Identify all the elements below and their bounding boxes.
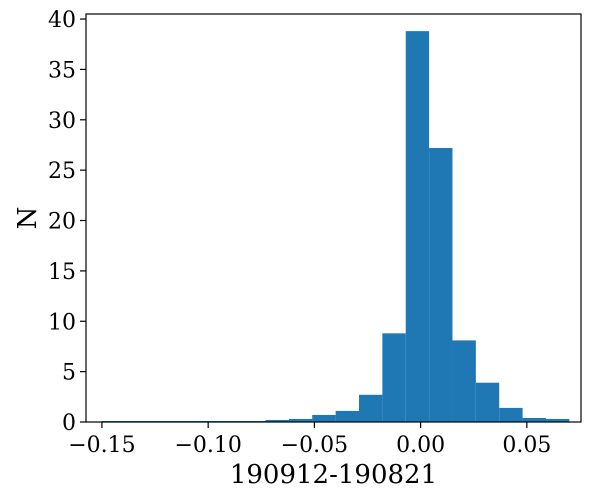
y-tick-label: 35 [48, 58, 76, 83]
y-tick-label: 25 [48, 159, 76, 184]
y-tick-label: 10 [48, 310, 76, 335]
y-axis-label: N [13, 207, 43, 230]
histogram-bar [288, 418, 313, 422]
histogram-bar [382, 333, 406, 422]
y-tick-label: 40 [48, 8, 76, 33]
y-tick-label: 20 [48, 210, 76, 235]
histogram-bar [522, 417, 546, 422]
histogram-bar [429, 147, 453, 423]
x-tick-label: 0.05 [502, 433, 551, 458]
y-tick-label: 30 [48, 109, 76, 134]
histogram-bar [265, 419, 289, 422]
histogram-bar [312, 414, 336, 422]
histogram-bar [452, 340, 476, 422]
histogram-bar [335, 410, 359, 422]
x-axis-label: 190912-190821 [230, 460, 437, 490]
plot-frame [85, 13, 582, 423]
x-axis-ticks: −0.15 −0.10 −0.05 0.00 0.05 [68, 422, 551, 458]
x-tick-label: −0.15 [68, 433, 135, 458]
y-axis-ticks: 0 5 10 15 20 25 30 35 40 [48, 8, 86, 436]
histogram-bar [358, 394, 383, 422]
histogram-bar [405, 31, 430, 423]
x-tick-label: 0.00 [396, 433, 445, 458]
histogram-bar [475, 382, 500, 422]
y-tick-label: 15 [48, 260, 76, 285]
x-tick-label: −0.10 [174, 433, 241, 458]
histogram-bar [499, 407, 523, 422]
histogram-bar [545, 418, 570, 422]
x-tick-label: −0.05 [281, 433, 348, 458]
y-tick-label: 0 [62, 411, 76, 436]
histogram-bars [101, 31, 570, 423]
y-tick-label: 5 [62, 361, 76, 386]
